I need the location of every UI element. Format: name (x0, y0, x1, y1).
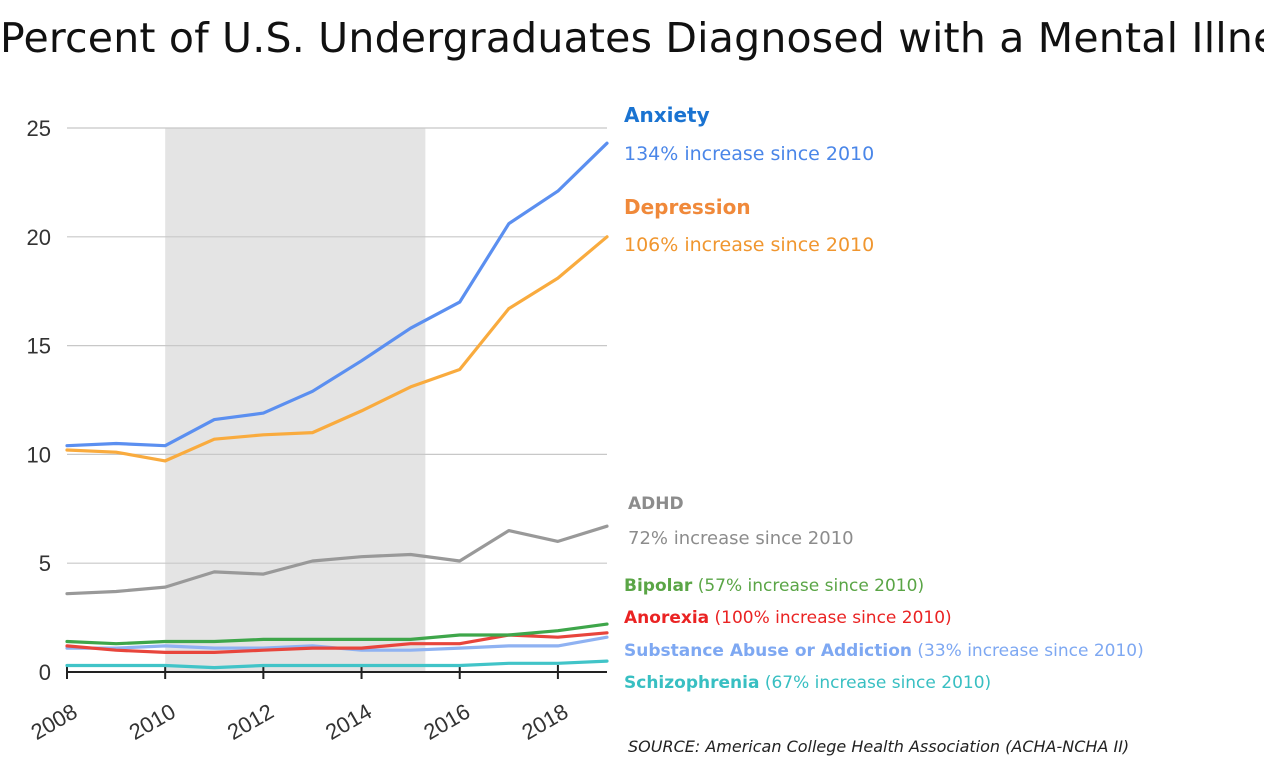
adhd-change: 72% increase since 2010 (628, 528, 854, 549)
anorexia-label: Anorexia (100% increase since 2010) (624, 608, 952, 628)
anorexia-change: (100% increase since 2010) (714, 608, 952, 628)
x-tick-label: 2018 (518, 699, 573, 745)
series-line-adhd (65, 524, 609, 596)
bipolar-label: Bipolar (57% increase since 2010) (624, 576, 924, 596)
anxiety-label: Anxiety (624, 103, 710, 127)
y-tick-label: 20 (27, 225, 51, 250)
x-tick-label: 2016 (419, 699, 474, 745)
x-tick-label: 2010 (125, 699, 180, 745)
series-line-schizophrenia (65, 659, 609, 670)
y-tick-label: 15 (27, 334, 51, 359)
series-line-depression (65, 235, 609, 463)
depression-change: 106% increase since 2010 (624, 234, 875, 256)
y-tick-label: 0 (39, 660, 51, 685)
x-tick-label: 2014 (321, 699, 376, 745)
substance-name: Substance Abuse or Addiction (624, 641, 912, 661)
series-line-bipolar (65, 622, 609, 646)
y-tick-label: 10 (27, 442, 51, 467)
schizophrenia-change: (67% increase since 2010) (764, 673, 992, 693)
schizophrenia-name: Schizophrenia (624, 673, 760, 693)
schizophrenia-label: Schizophrenia (67% increase since 2010) (624, 673, 991, 693)
anorexia-name: Anorexia (624, 608, 710, 628)
x-tick-label: 2008 (27, 699, 82, 745)
source-note: SOURCE: American College Health Associat… (628, 737, 1130, 756)
adhd-label: ADHD (628, 494, 684, 514)
series-line-anxiety (65, 141, 609, 448)
bipolar-change: (57% increase since 2010) (697, 576, 925, 596)
substance-label: Substance Abuse or Addiction (33% increa… (624, 641, 1144, 661)
chart-title: Percent of U.S. Undergraduates Diagnosed… (0, 14, 1264, 62)
substance-change: (33% increase since 2010) (917, 641, 1144, 661)
anxiety-change: 134% increase since 2010 (624, 143, 875, 165)
depression-label: Depression (624, 195, 751, 219)
y-tick-label: 25 (27, 116, 51, 141)
y-tick-label: 5 (39, 551, 51, 576)
x-tick-label: 2012 (223, 699, 278, 745)
bipolar-name: Bipolar (624, 576, 693, 596)
